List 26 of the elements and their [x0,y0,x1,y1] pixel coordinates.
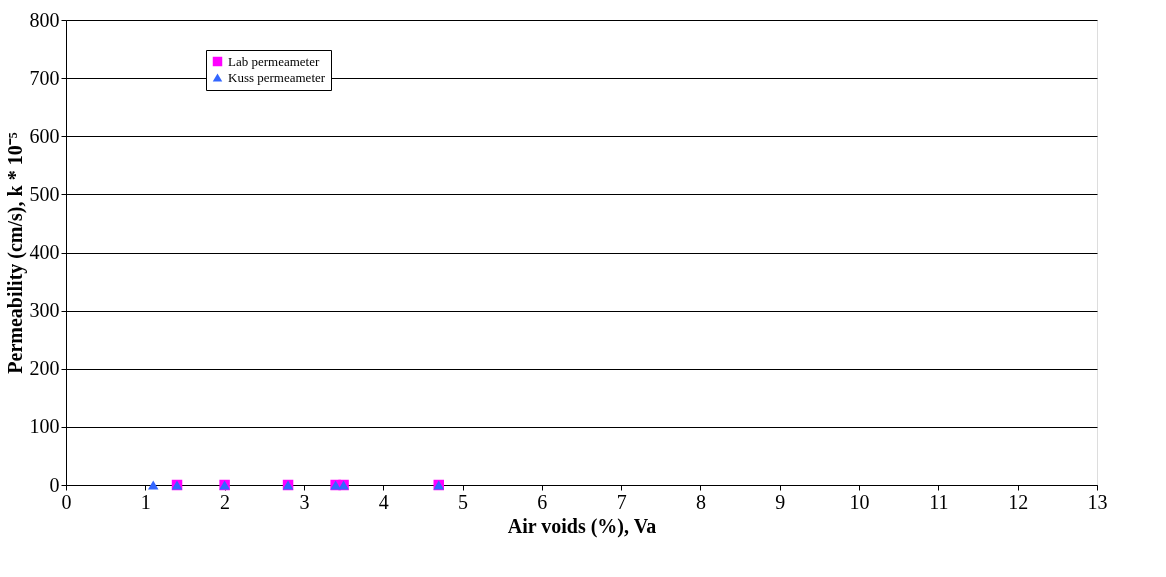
x-tick-label: 10 [849,490,870,513]
y-tick-label: 0 [49,473,60,496]
y-tick-label: 200 [29,357,60,380]
y-axis-title: Permeability (cm/s), k * 10⁻⁵ [3,132,27,374]
y-tick-label: 800 [29,8,60,31]
y-tick-label: 500 [29,182,60,205]
legend-label: Lab permeameter [228,53,320,69]
y-tick-label: 600 [29,124,60,147]
y-tick-label: 400 [29,241,60,263]
x-tick-label: 1 [140,490,151,513]
y-tick-label: 700 [29,66,60,89]
x-tick-label: 8 [695,490,706,513]
x-tick-label: 13 [1087,490,1108,513]
x-tick-label: 4 [378,490,389,513]
y-tick-label: 300 [29,299,60,322]
legend-label: Kuss permeameter [228,69,326,85]
x-axis-title: Air voids (%), Va [507,514,657,538]
x-tick-label: 12 [1008,490,1029,513]
x-tick-label: 5 [458,490,469,513]
x-tick-label: 9 [775,490,786,513]
y-tick-label: 100 [29,415,60,438]
x-tick-label: 2 [220,490,231,513]
x-tick-label: 6 [537,490,548,513]
x-tick-label: 11 [929,490,949,513]
x-tick-label: 7 [616,490,627,513]
x-tick-label: 3 [299,490,310,513]
